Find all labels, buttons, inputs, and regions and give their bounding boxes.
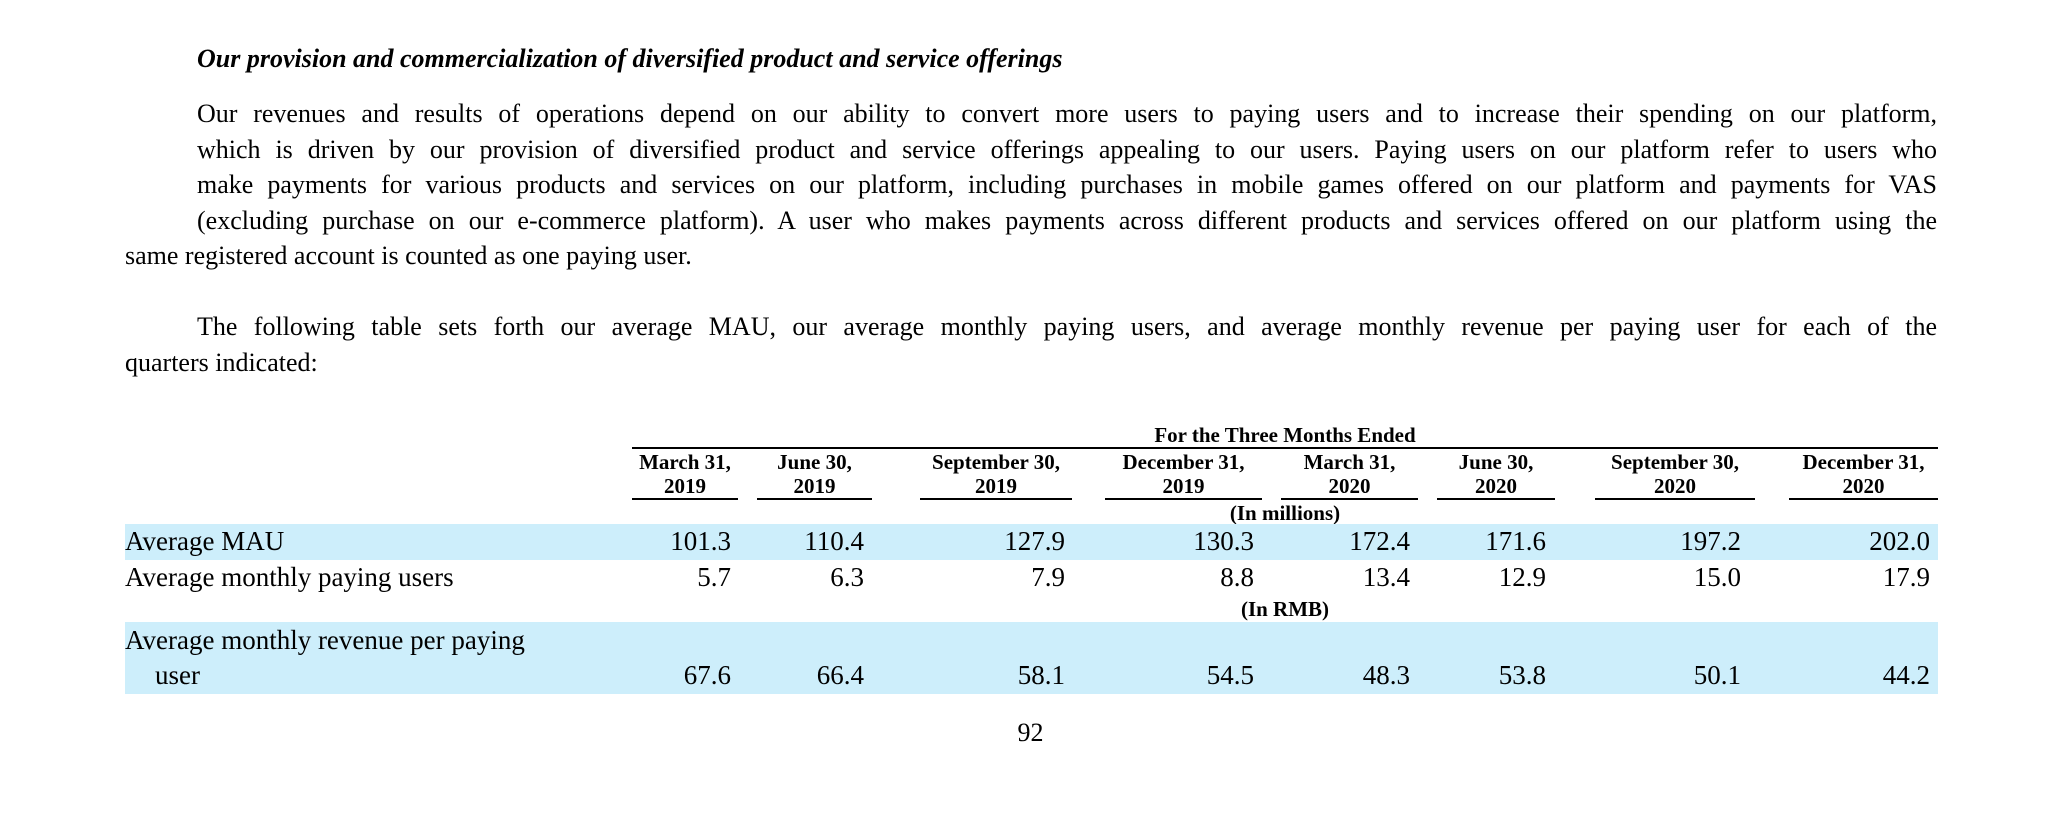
table-cell: 12.9 [1498,562,1546,592]
table-row-average-monthly-revenue-per-paying-user: Average monthly revenue per paying user … [125,622,1938,694]
table-cell: 6.3 [830,562,864,592]
table-cell: 8.8 [1220,562,1254,592]
table-cell: 7.9 [1031,562,1065,592]
paragraph-line: which is driven by our provision of dive… [197,134,1937,164]
column-header: March 31, 2019 [632,450,738,500]
paragraph-line: make payments for various products and s… [197,170,1937,199]
paragraph-table-intro: The following table sets forth our avera… [125,309,1937,380]
column-header: March 31, 2020 [1281,450,1418,500]
unit-label-millions: (In millions) [1229,501,1341,525]
column-header: September 30, 2020 [1595,450,1755,500]
table-row-average-mau: Average MAU 101.3 110.4 127.9 130.3 172.… [125,524,1938,560]
table-cell: 44.2 [1882,660,1930,690]
table-group-header: For the Three Months Ended [1154,423,1416,447]
table-cell: 50.1 [1693,660,1741,690]
column-header: December 31, 2019 [1105,450,1262,500]
row-label: Average monthly paying users [125,562,454,592]
table-cell: 197.2 [1680,526,1741,556]
column-header: December 31, 2020 [1789,450,1938,500]
section-heading: Our provision and commercialization of d… [197,44,1063,73]
row-label-continuation: user [155,660,200,690]
page-number: 92 [1017,718,1044,747]
paragraph-revenues: Our revenues and results of operations d… [125,96,1937,274]
paragraph-line: same registered account is counted as on… [125,241,692,270]
table-cell: 48.3 [1362,660,1410,690]
paragraph-line: The following table sets forth our avera… [197,312,1937,341]
paragraph-line: Our revenues and results of operations d… [197,99,1937,128]
table-cell: 66.4 [816,660,864,690]
column-header: June 30, 2019 [757,450,872,500]
table-cell: 172.4 [1349,526,1410,556]
table-cell: 171.6 [1485,526,1546,556]
table-cell: 5.7 [697,562,731,592]
unit-label-rmb: (In RMB) [1240,597,1330,621]
group-header-rule [632,447,1938,449]
table-cell: 101.3 [670,526,731,556]
paragraph-line: (excluding purchase on our e-commerce pl… [197,205,1937,235]
table-cell: 58.1 [1017,660,1065,690]
table-cell: 53.8 [1498,660,1546,690]
table-cell: 15.0 [1693,562,1741,592]
table-cell: 54.5 [1206,660,1254,690]
table-cell: 67.6 [683,660,731,690]
paragraph-line: quarters indicated: [125,347,318,377]
column-header: September 30, 2019 [920,450,1072,500]
table-row-average-monthly-paying-users: Average monthly paying users 5.7 6.3 7.9… [125,560,1938,596]
row-label: Average monthly revenue per paying [125,625,525,655]
table-cell: 127.9 [1004,526,1065,556]
table-cell: 13.4 [1362,562,1410,592]
column-header: June 30, 2020 [1437,450,1555,500]
row-label: Average MAU [125,526,285,556]
table-cell: 17.9 [1882,562,1930,592]
table-cell: 130.3 [1193,526,1254,556]
table-cell: 202.0 [1869,526,1930,556]
table-cell: 110.4 [804,526,864,556]
